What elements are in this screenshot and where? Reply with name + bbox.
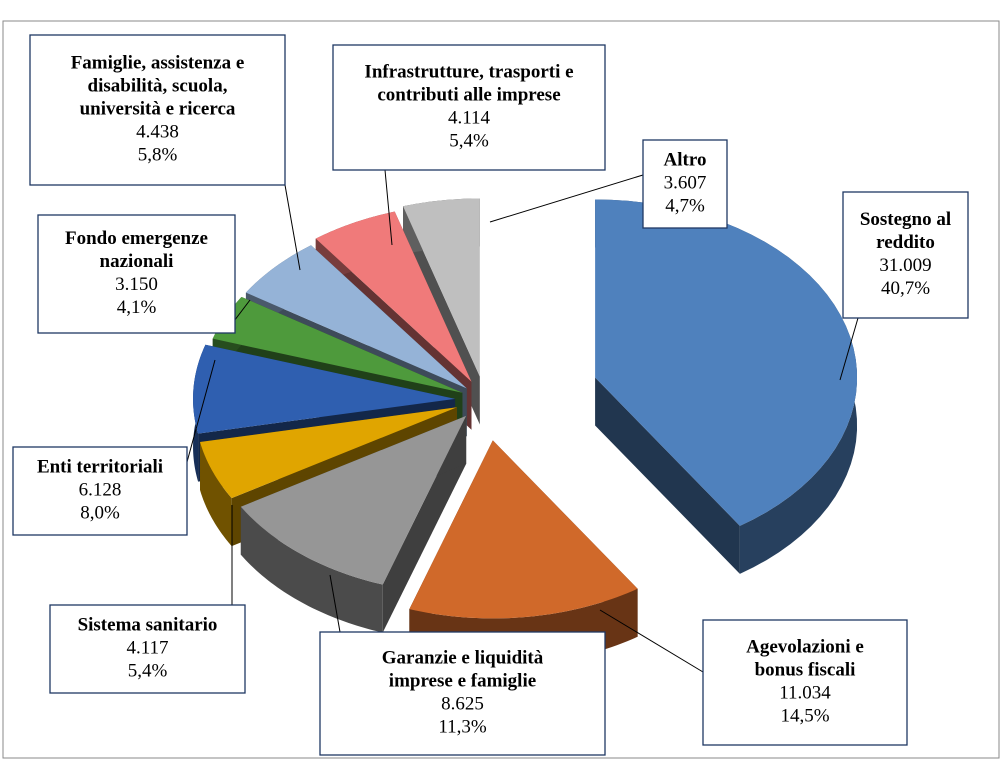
label-box <box>12 446 188 536</box>
label-name: bonus fiscali <box>755 659 856 680</box>
value-label: 31.009 <box>879 255 931 276</box>
value-label: 4.117 <box>126 637 168 658</box>
label-name: università e ricerca <box>80 98 236 119</box>
value-label: 6.128 <box>79 479 122 500</box>
value-label: 8.625 <box>441 693 484 714</box>
label-name: contributi alle imprese <box>377 84 560 105</box>
label-box <box>332 44 606 171</box>
leader-line <box>329 574 341 633</box>
slice <box>193 344 456 434</box>
percent-label: 40,7% <box>881 278 930 299</box>
label-box <box>49 604 246 694</box>
leader-line <box>384 169 393 246</box>
percent-label: 11,3% <box>438 716 487 737</box>
slice <box>200 407 457 499</box>
percent-label: 4,7% <box>665 195 705 216</box>
label-name: reddito <box>876 232 935 253</box>
percent-label: 4,1% <box>117 297 157 318</box>
slice <box>240 415 467 585</box>
leader-line <box>489 174 644 223</box>
label-name: Sistema sanitario <box>78 614 218 635</box>
slice <box>595 199 858 526</box>
leader-line <box>599 609 704 673</box>
label-name: Famiglie, assistenza e <box>71 52 245 73</box>
value-label: 11.034 <box>779 682 831 703</box>
label-name: Infrastrutture, trasporti e <box>364 61 573 82</box>
percent-label: 8,0% <box>80 502 120 523</box>
value-label: 4.114 <box>448 107 491 128</box>
slice <box>212 296 463 393</box>
label-name: Agevolazioni e <box>746 636 864 657</box>
label-name: Garanzie e liquidità <box>382 647 544 668</box>
value-label: 3.607 <box>664 172 707 193</box>
slice-side <box>200 442 232 547</box>
label-box <box>642 139 728 229</box>
label-name: Enti territoriali <box>37 456 163 477</box>
value-label: 3.150 <box>115 274 158 295</box>
value-label: 4.438 <box>136 121 179 142</box>
label-box <box>37 214 236 334</box>
label-box <box>702 619 908 746</box>
label-name: Fondo emergenze <box>65 228 208 249</box>
slice-wall <box>595 377 740 574</box>
percent-label: 5,4% <box>449 130 489 151</box>
leader-line <box>186 359 216 463</box>
label-name: disabilità, scuola, <box>88 75 228 96</box>
slice <box>409 440 638 619</box>
leader-line <box>839 317 859 381</box>
label-box <box>29 34 286 186</box>
slice <box>315 211 472 382</box>
leader-line <box>284 184 301 271</box>
percent-label: 14,5% <box>780 705 829 726</box>
label-box <box>842 191 969 319</box>
percent-label: 5,8% <box>138 144 178 165</box>
percent-label: 5,4% <box>128 660 168 681</box>
slice <box>403 198 480 377</box>
label-name: Altro <box>664 149 707 170</box>
label-name: Sostegno al <box>860 209 951 230</box>
label-box <box>319 631 606 756</box>
label-name: imprese e famiglie <box>389 670 536 691</box>
slice <box>245 245 467 389</box>
slice-side <box>240 506 383 633</box>
label-name: nazionali <box>100 251 174 272</box>
